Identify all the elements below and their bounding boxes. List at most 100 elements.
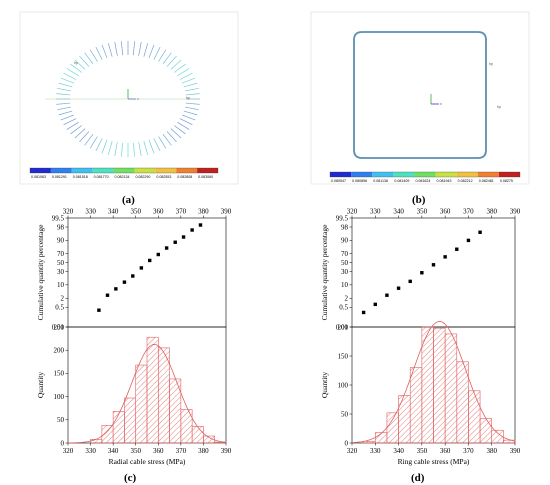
radial-cable-ray: [174, 125, 186, 135]
colorbar-tick-label: 0.081624: [415, 179, 430, 183]
histogram-bar: [421, 326, 434, 444]
histogram-bar: [491, 429, 504, 444]
y-tick-label: 30: [341, 268, 349, 276]
data-point: [443, 255, 447, 259]
colorbar-tick-label: 0.08275: [500, 179, 513, 183]
data-point: [105, 293, 110, 297]
radial-cable-ray: [148, 139, 155, 154]
panel-d-label: (d): [411, 472, 425, 484]
colorbar-segment: [435, 172, 457, 177]
y-tick-label: 70: [57, 250, 65, 258]
x-tick-label: 330: [370, 208, 381, 216]
x-tick-label: 380: [486, 208, 497, 216]
x-tick-label: 370: [463, 447, 474, 455]
panel-a-label: (a): [122, 194, 135, 206]
colorbar-segment: [330, 172, 352, 177]
y-tick-label: 98: [341, 223, 349, 231]
x-tick-label: 380: [198, 447, 209, 455]
data-point: [431, 263, 436, 267]
data-point: [122, 280, 127, 284]
data-point: [114, 287, 118, 291]
y-tick-label: 10: [57, 281, 65, 289]
colorbar-segment: [71, 168, 93, 173]
radial-cable-ray: [177, 68, 190, 77]
colorbar-tick-label: 0.082134: [115, 175, 130, 179]
radial-cable-ray: [60, 77, 75, 84]
radial-cable-ray: [56, 93, 71, 96]
colorbar-tick-label: 0.082290: [135, 175, 150, 179]
radial-cable-ray: [170, 128, 182, 139]
colorbar-tick-label: 0.082481: [479, 179, 494, 183]
y-tick-label: 150: [54, 370, 65, 378]
y-tick-label: 250: [54, 323, 65, 331]
data-point: [408, 279, 412, 284]
radial-cable-ray: [84, 133, 94, 146]
ring-cable-shape: [353, 31, 487, 159]
data-point: [173, 240, 177, 244]
y-tick-label: 0.5: [55, 304, 64, 312]
colorbar-segment: [477, 172, 499, 177]
x-tick-label: 340: [393, 447, 404, 455]
x-axis-title: Radial cable stress (MPa): [109, 457, 186, 466]
histogram-bar: [214, 441, 227, 444]
radial-cable-ray: [66, 121, 79, 130]
y-tick-label: 2: [61, 295, 65, 303]
radial-cable-ray: [184, 106, 199, 111]
data-point: [373, 302, 377, 307]
radial-cable-ray: [170, 59, 182, 70]
radial-cable-ray: [114, 142, 118, 157]
histogram-bar: [386, 412, 399, 444]
radial-cable-ray: [57, 87, 72, 92]
colorbar-segment: [134, 168, 156, 173]
x-tick-label: 390: [221, 208, 232, 216]
histogram-bar: [124, 397, 137, 444]
svg-text:hp: hp: [74, 61, 78, 65]
radial-cable-ray: [162, 133, 172, 146]
x-tick-label: 380: [486, 447, 497, 455]
radial-cable-ray: [114, 41, 118, 56]
y-tick-label: 0.5: [339, 304, 348, 312]
radial-cable-ray: [185, 93, 200, 96]
colorbar-tick-label: 0.081518: [73, 175, 88, 179]
radial-cable-ray: [63, 118, 77, 126]
x-tick-label: 320: [347, 208, 358, 216]
data-point: [198, 223, 203, 227]
radial-cable-ray: [66, 68, 79, 77]
radial-cable-ray: [89, 49, 98, 62]
colorbar-segment: [351, 172, 373, 177]
radial-cable-rays: [56, 41, 200, 157]
radial-cable-ray: [95, 46, 103, 60]
radial-cable-ray: [158, 136, 167, 149]
y-axis-title: Quantity: [320, 372, 329, 398]
histogram-bar: [433, 327, 446, 444]
histogram-bar: [112, 411, 125, 444]
colorbar-tick-label: 0.080856: [352, 179, 367, 183]
x-tick-label: 340: [108, 447, 119, 455]
y-tick-label: 30: [57, 268, 65, 276]
data-point: [396, 286, 401, 290]
svg-text:x: x: [440, 102, 442, 106]
y-tick-label: 100: [54, 393, 65, 401]
radial-cable-ray: [84, 52, 94, 65]
chart-d-probability-plot: 320 330 340 350 360 370 380 390 0.01 0.52 10 305070…: [320, 208, 521, 332]
y-tick-label: 200: [338, 323, 349, 331]
radial-cable-ray: [184, 87, 199, 92]
histogram-bar: [191, 425, 204, 444]
data-point: [190, 228, 194, 232]
data-point: [181, 235, 186, 239]
radial-cable-ray: [153, 46, 161, 60]
colorbar-tick-label: 0.082212: [458, 179, 473, 183]
colorbar-segment: [155, 168, 177, 173]
histogram-bar: [456, 361, 469, 444]
x-tick-label: 390: [510, 208, 521, 216]
x-tick-label: 350: [130, 447, 141, 455]
radial-cable-ray: [143, 43, 149, 57]
radial-cable-ray: [58, 82, 73, 88]
y-tick-label: 99.5: [52, 214, 65, 222]
radial-cable-ray: [57, 106, 72, 111]
svg-text:hp: hp: [186, 96, 190, 100]
colorbar-tick-label: 0.081063: [31, 175, 46, 179]
panel-a: x hp hp 0.081063 0.081291 0.081518 0.081770…: [19, 11, 239, 206]
x-tick-label: 350: [130, 208, 141, 216]
